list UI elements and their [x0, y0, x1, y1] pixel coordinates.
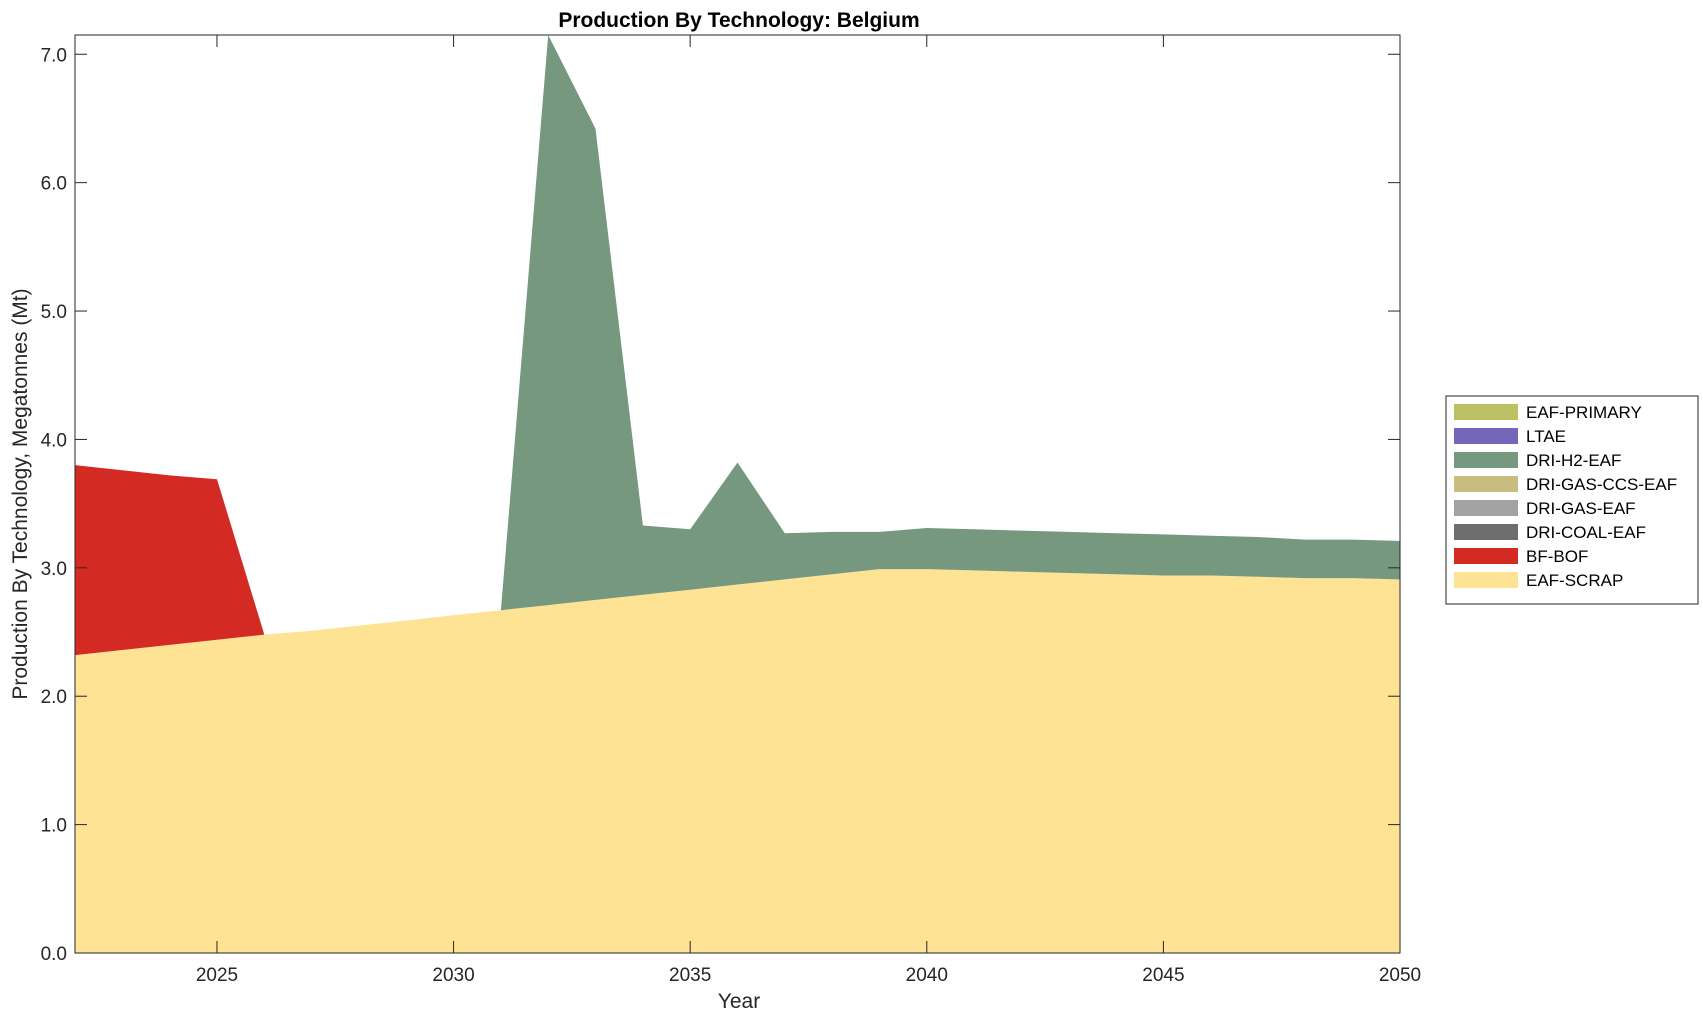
chart-title: Production By Technology: Belgium: [558, 9, 919, 32]
legend-label-eaf-scrap: EAF-SCRAP: [1526, 571, 1623, 590]
legend-swatch-bf-bof: [1454, 548, 1518, 564]
legend-swatch-dri-gas-eaf: [1454, 500, 1518, 516]
x-axis: 2025 2030 2035 2040 2045 2050: [196, 35, 1421, 986]
y-tick-label: 1.0: [41, 816, 67, 837]
legend-swatch-eaf-scrap: [1454, 572, 1518, 588]
x-tick-label: 2045: [1142, 965, 1184, 986]
area-series-group: [75, 35, 1400, 953]
legend-label-dri-h2-eaf: DRI-H2-EAF: [1526, 451, 1621, 470]
y-axis: 0.0 1.0 2.0 3.0 4.0 5.0 6.0 7.0: [41, 45, 1400, 965]
legend-label-eaf-primary: EAF-PRIMARY: [1526, 403, 1642, 422]
x-tick-label: 2030: [432, 965, 474, 986]
y-tick-label: 6.0: [41, 174, 67, 195]
y-tick-label: 7.0: [41, 45, 67, 66]
y-axis-label: Production By Technology, Megatonnes (Mt…: [9, 288, 32, 699]
legend-label-dri-coal-eaf: DRI-COAL-EAF: [1526, 523, 1646, 542]
legend-swatch-ltae: [1454, 428, 1518, 444]
y-tick-label: 0.0: [41, 944, 67, 965]
legend-label-dri-gas-eaf: DRI-GAS-EAF: [1526, 499, 1636, 518]
legend-swatch-dri-gas-ccs-eaf: [1454, 476, 1518, 492]
y-tick-label: 4.0: [41, 430, 67, 451]
legend-swatch-dri-coal-eaf: [1454, 524, 1518, 540]
area-bf-bof: [75, 465, 1400, 656]
x-tick-label: 2050: [1379, 965, 1421, 986]
area-eaf-scrap: [75, 569, 1400, 953]
legend-swatch-eaf-primary: [1454, 404, 1518, 420]
plot-frame: [74, 34, 1401, 954]
x-tick-label: 2035: [669, 965, 711, 986]
x-axis-label: Year: [718, 990, 760, 1013]
legend-swatch-dri-h2-eaf: [1454, 452, 1518, 468]
y-tick-label: 5.0: [41, 302, 67, 323]
y-tick-label: 3.0: [41, 559, 67, 580]
legend-label-dri-gas-ccs-eaf: DRI-GAS-CCS-EAF: [1526, 475, 1677, 494]
x-tick-label: 2040: [906, 965, 948, 986]
y-tick-label: 2.0: [41, 687, 67, 708]
area-dri-h2-eaf: [75, 35, 1400, 635]
x-tick-label: 2025: [196, 965, 238, 986]
legend-label-bf-bof: BF-BOF: [1526, 547, 1588, 566]
legend: EAF-PRIMARY LTAE DRI-H2-EAF DRI-GAS-CCS-EAF…: [1445, 395, 1699, 605]
legend-label-ltae: LTAE: [1526, 427, 1566, 446]
